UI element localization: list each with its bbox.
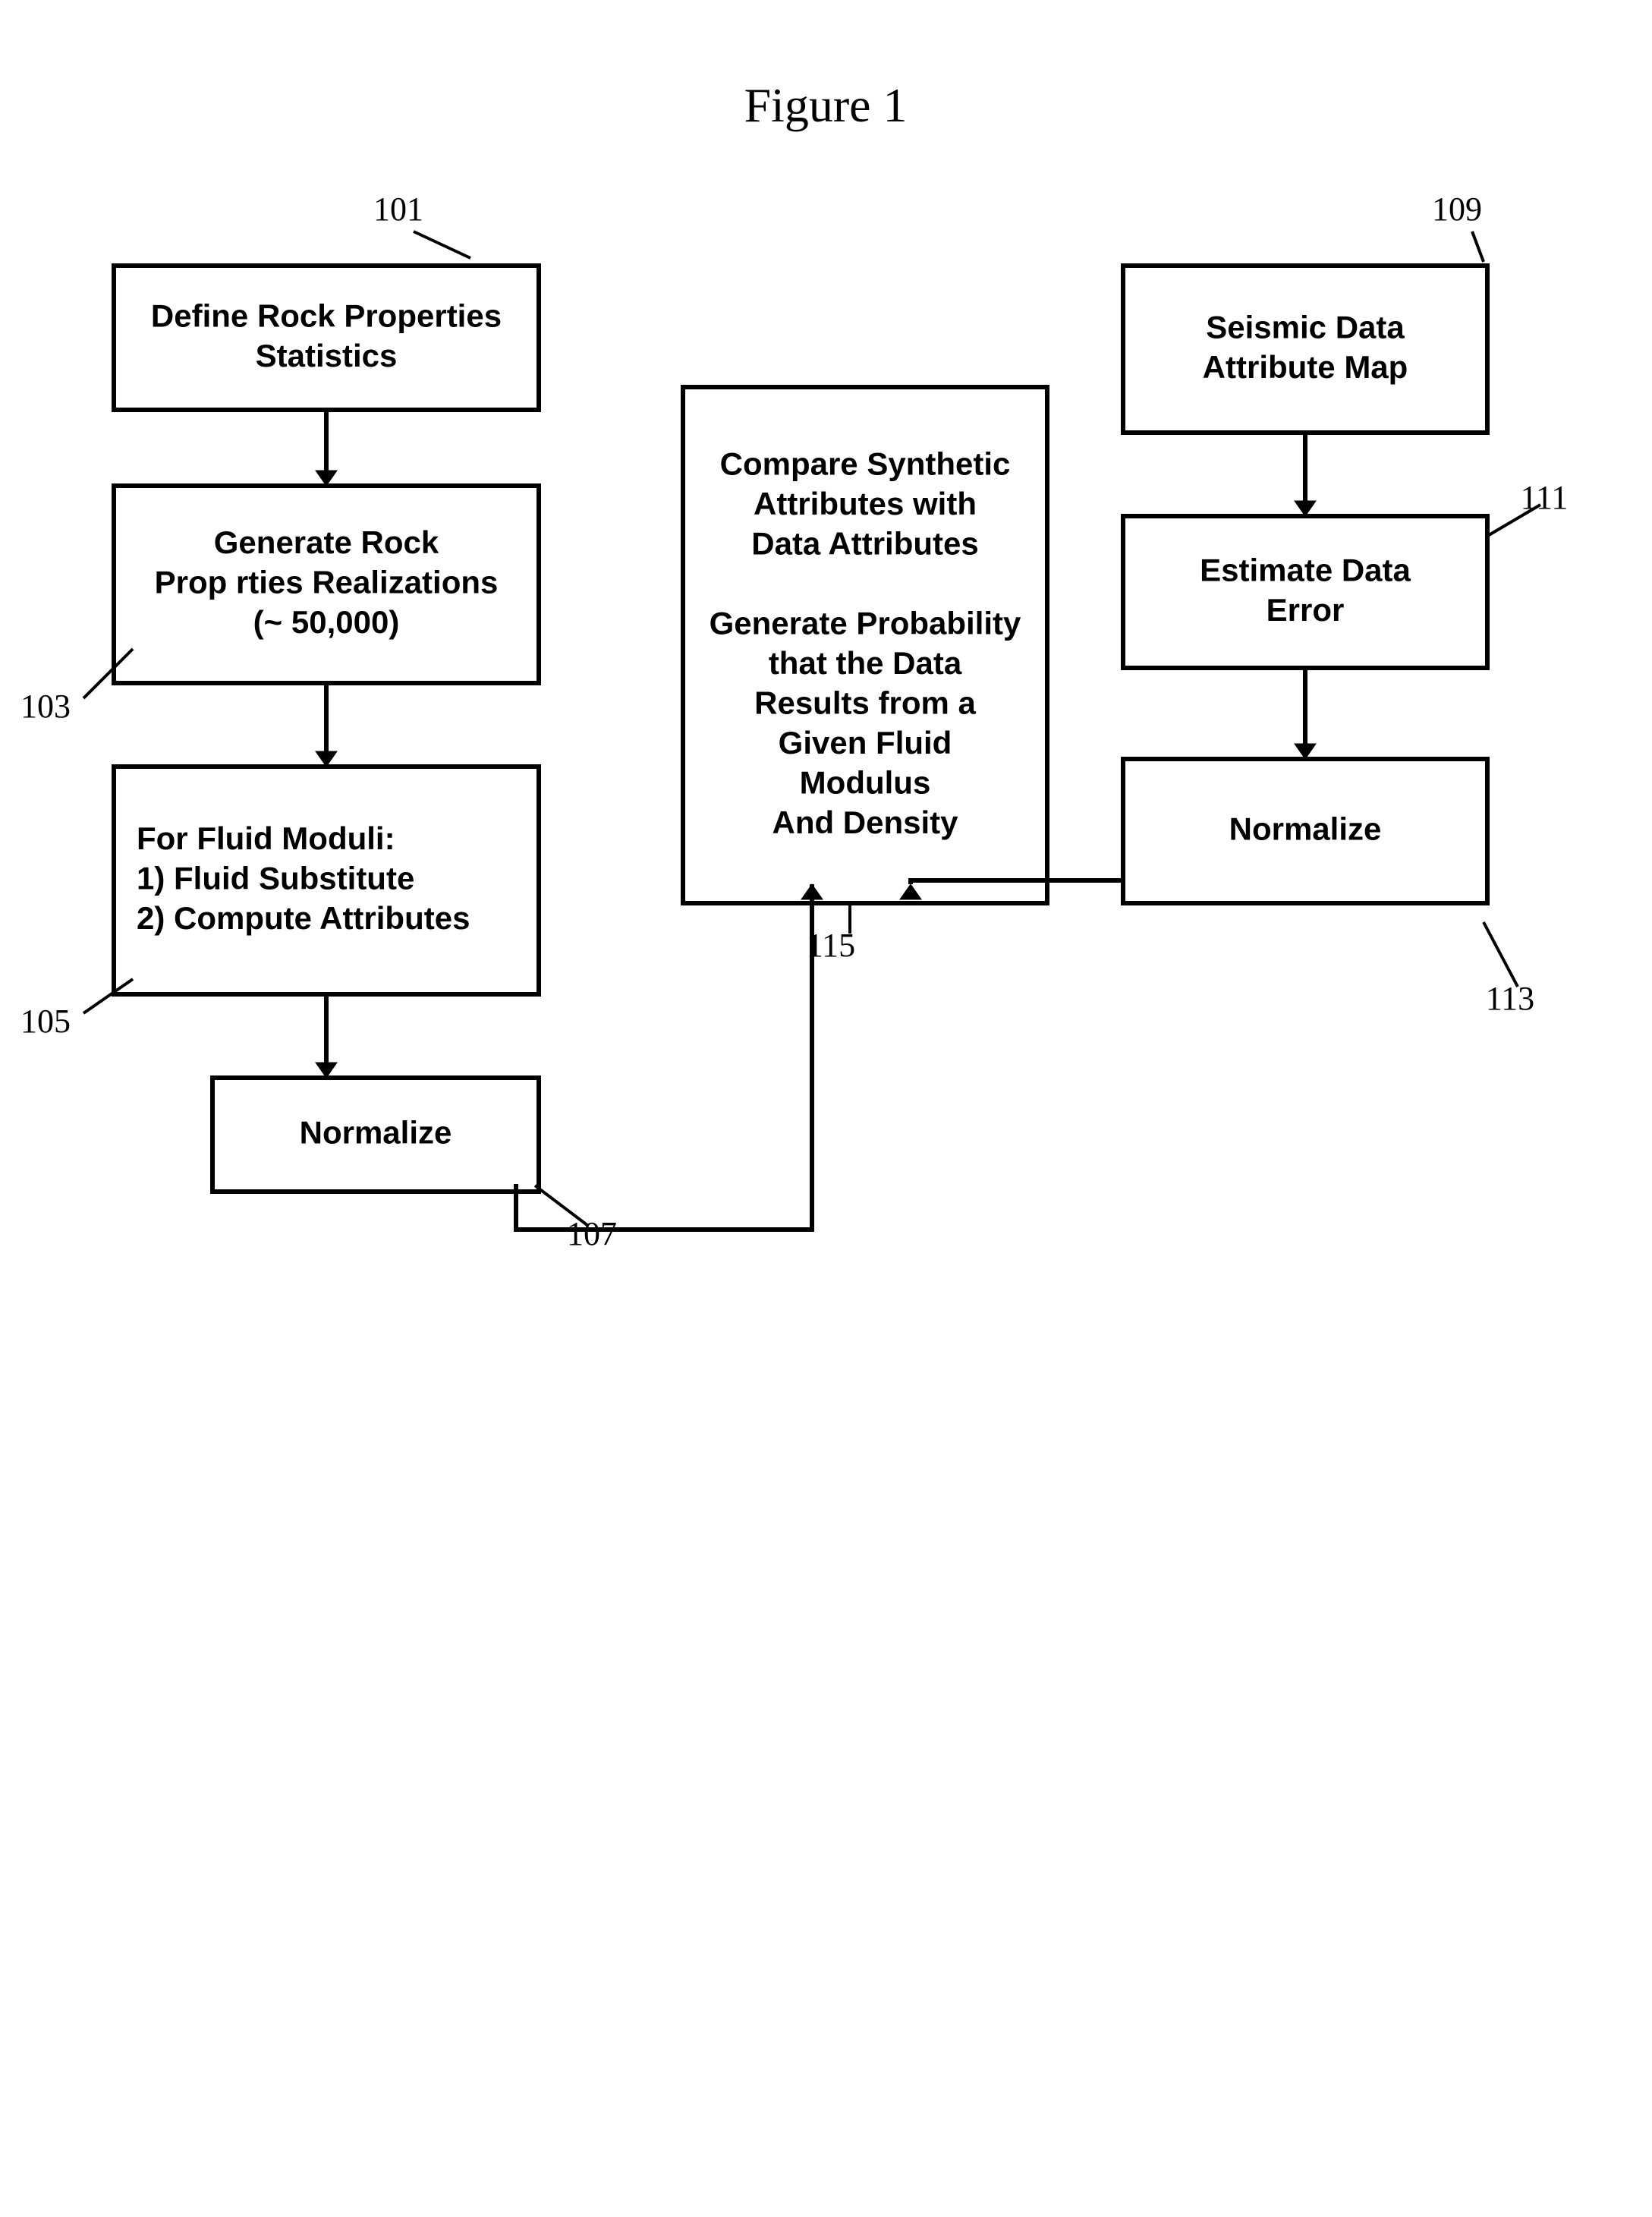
- node-text-line: Given Fluid: [779, 725, 952, 761]
- node-text-line: (~ 50,000): [253, 604, 400, 640]
- node-text-line: Estimate Data: [1200, 552, 1411, 587]
- node-text-line: Normalize: [300, 1115, 452, 1151]
- leader-line: [1484, 922, 1518, 987]
- arrow-path: [516, 884, 812, 1230]
- node-text-line: Error: [1267, 592, 1345, 628]
- node-text-line: Prop rties Realizations: [155, 565, 499, 600]
- node-text-line: Generate Rock: [214, 524, 439, 560]
- reference-number: 107: [567, 1215, 617, 1252]
- flowchart-figure: Figure 1 Define Rock Properties Statistics…: [0, 0, 1652, 2217]
- reference-number: 109: [1432, 191, 1482, 228]
- leader-line: [1472, 231, 1484, 262]
- node-text-line: For Fluid Moduli:: [137, 820, 395, 856]
- node-text-line: Statistics: [256, 338, 398, 373]
- node-text-line: Results from a: [754, 685, 976, 720]
- leader-line: [535, 1186, 588, 1226]
- node-text-line: And Density: [772, 805, 958, 840]
- node-text-line: that the Data: [769, 645, 962, 681]
- node-text-line: Attributes with: [754, 486, 977, 521]
- reference-number: 111: [1521, 479, 1569, 516]
- node-text-line: 2) Compute Attributes: [137, 900, 470, 936]
- node-text-line: Modulus: [800, 764, 931, 800]
- node-text-line: 1) Fluid Substitute: [137, 861, 414, 896]
- node-text-line: Attribute Map: [1203, 349, 1408, 385]
- reference-number: 113: [1486, 980, 1534, 1017]
- leader-line: [1489, 505, 1540, 535]
- reference-number: 101: [373, 191, 423, 228]
- node-text-line: Define Rock Properties: [151, 298, 502, 333]
- reference-number: 105: [20, 1003, 71, 1040]
- node-text-line: Seismic Data: [1206, 309, 1405, 345]
- node-text-line: Normalize: [1229, 811, 1382, 847]
- leader-line: [414, 231, 470, 258]
- node-text-line: Generate Probability: [710, 605, 1021, 641]
- node-text-line: Data Attributes: [751, 525, 978, 561]
- reference-number: 103: [20, 688, 71, 725]
- node-text-line: Compare Synthetic: [720, 446, 1011, 481]
- figure-title: Figure 1: [744, 78, 907, 132]
